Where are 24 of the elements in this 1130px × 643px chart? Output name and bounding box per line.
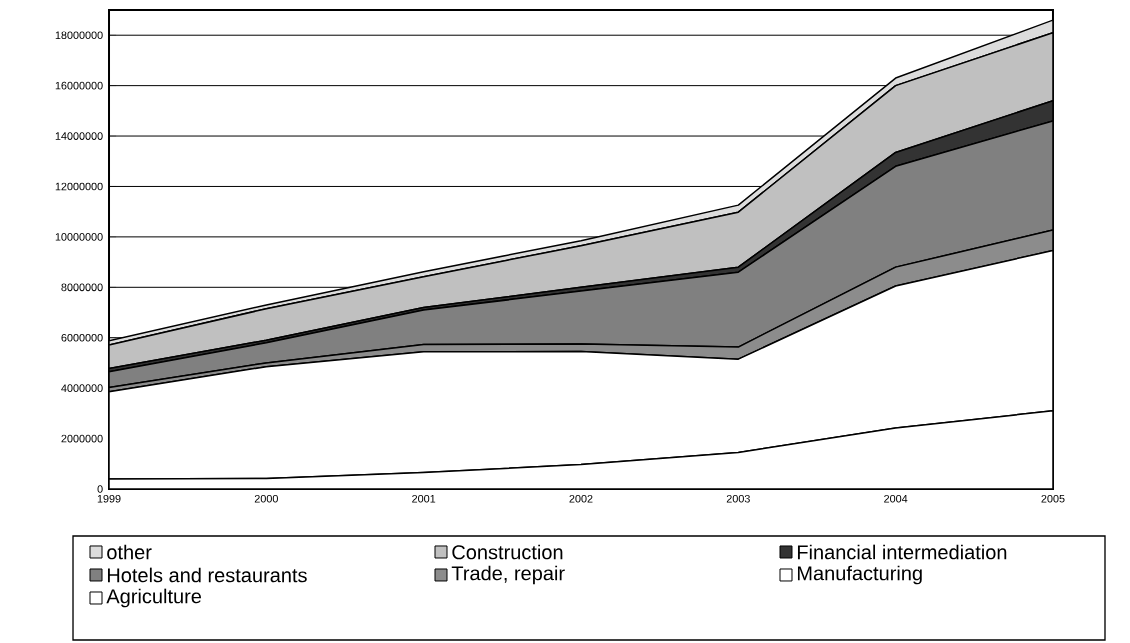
x-tick-label: 2003 bbox=[726, 494, 750, 503]
y-tick-label: 6000000 bbox=[61, 333, 103, 342]
legend-label: Trade, repair bbox=[451, 565, 565, 585]
y-tick-label: 0 bbox=[97, 485, 103, 493]
y-tick-label: 8000000 bbox=[61, 283, 103, 292]
x-tick-label: 2001 bbox=[412, 494, 436, 503]
x-tick-label: 2004 bbox=[884, 494, 908, 503]
legend-label: Hotels and restaurants bbox=[107, 567, 307, 583]
x-tick-label: 1999 bbox=[97, 494, 121, 503]
legend-label: Financial intermediation bbox=[797, 544, 1007, 560]
y-tick-label: 14000000 bbox=[55, 132, 103, 140]
legend-label: Manufacturing bbox=[797, 565, 922, 585]
x-tick-label: 2002 bbox=[569, 494, 593, 503]
y-tick-label: 18000000 bbox=[55, 31, 103, 40]
y-tick-label: 10000000 bbox=[55, 233, 103, 241]
y-tick-label: 16000000 bbox=[55, 81, 103, 90]
x-tick-label: 2000 bbox=[254, 494, 278, 503]
y-tick-label: 4000000 bbox=[61, 384, 103, 392]
y-tick-label: 12000000 bbox=[55, 182, 103, 191]
legend-label: Construction bbox=[452, 544, 563, 560]
legend-label: other bbox=[107, 544, 152, 560]
y-tick-label: 2000000 bbox=[61, 434, 103, 443]
x-tick-label: 2005 bbox=[1041, 494, 1065, 503]
legend-label: Agriculture bbox=[106, 588, 202, 608]
